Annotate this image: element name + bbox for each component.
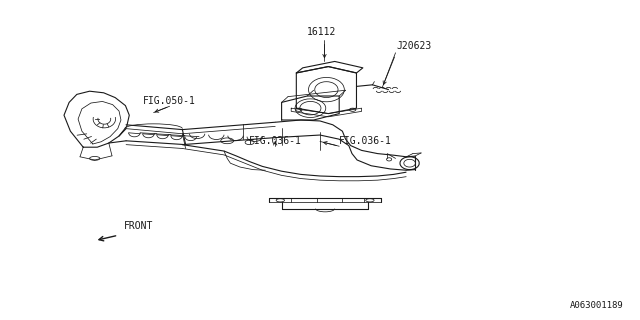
Text: FIG.036-1: FIG.036-1 (339, 136, 392, 146)
Text: A063001189: A063001189 (570, 301, 624, 310)
Text: 16112: 16112 (307, 27, 337, 37)
Text: FIG.050-1: FIG.050-1 (143, 96, 196, 106)
Text: FIG.036-1: FIG.036-1 (249, 136, 301, 146)
Text: J20623: J20623 (397, 41, 432, 51)
Text: FRONT: FRONT (124, 221, 153, 231)
